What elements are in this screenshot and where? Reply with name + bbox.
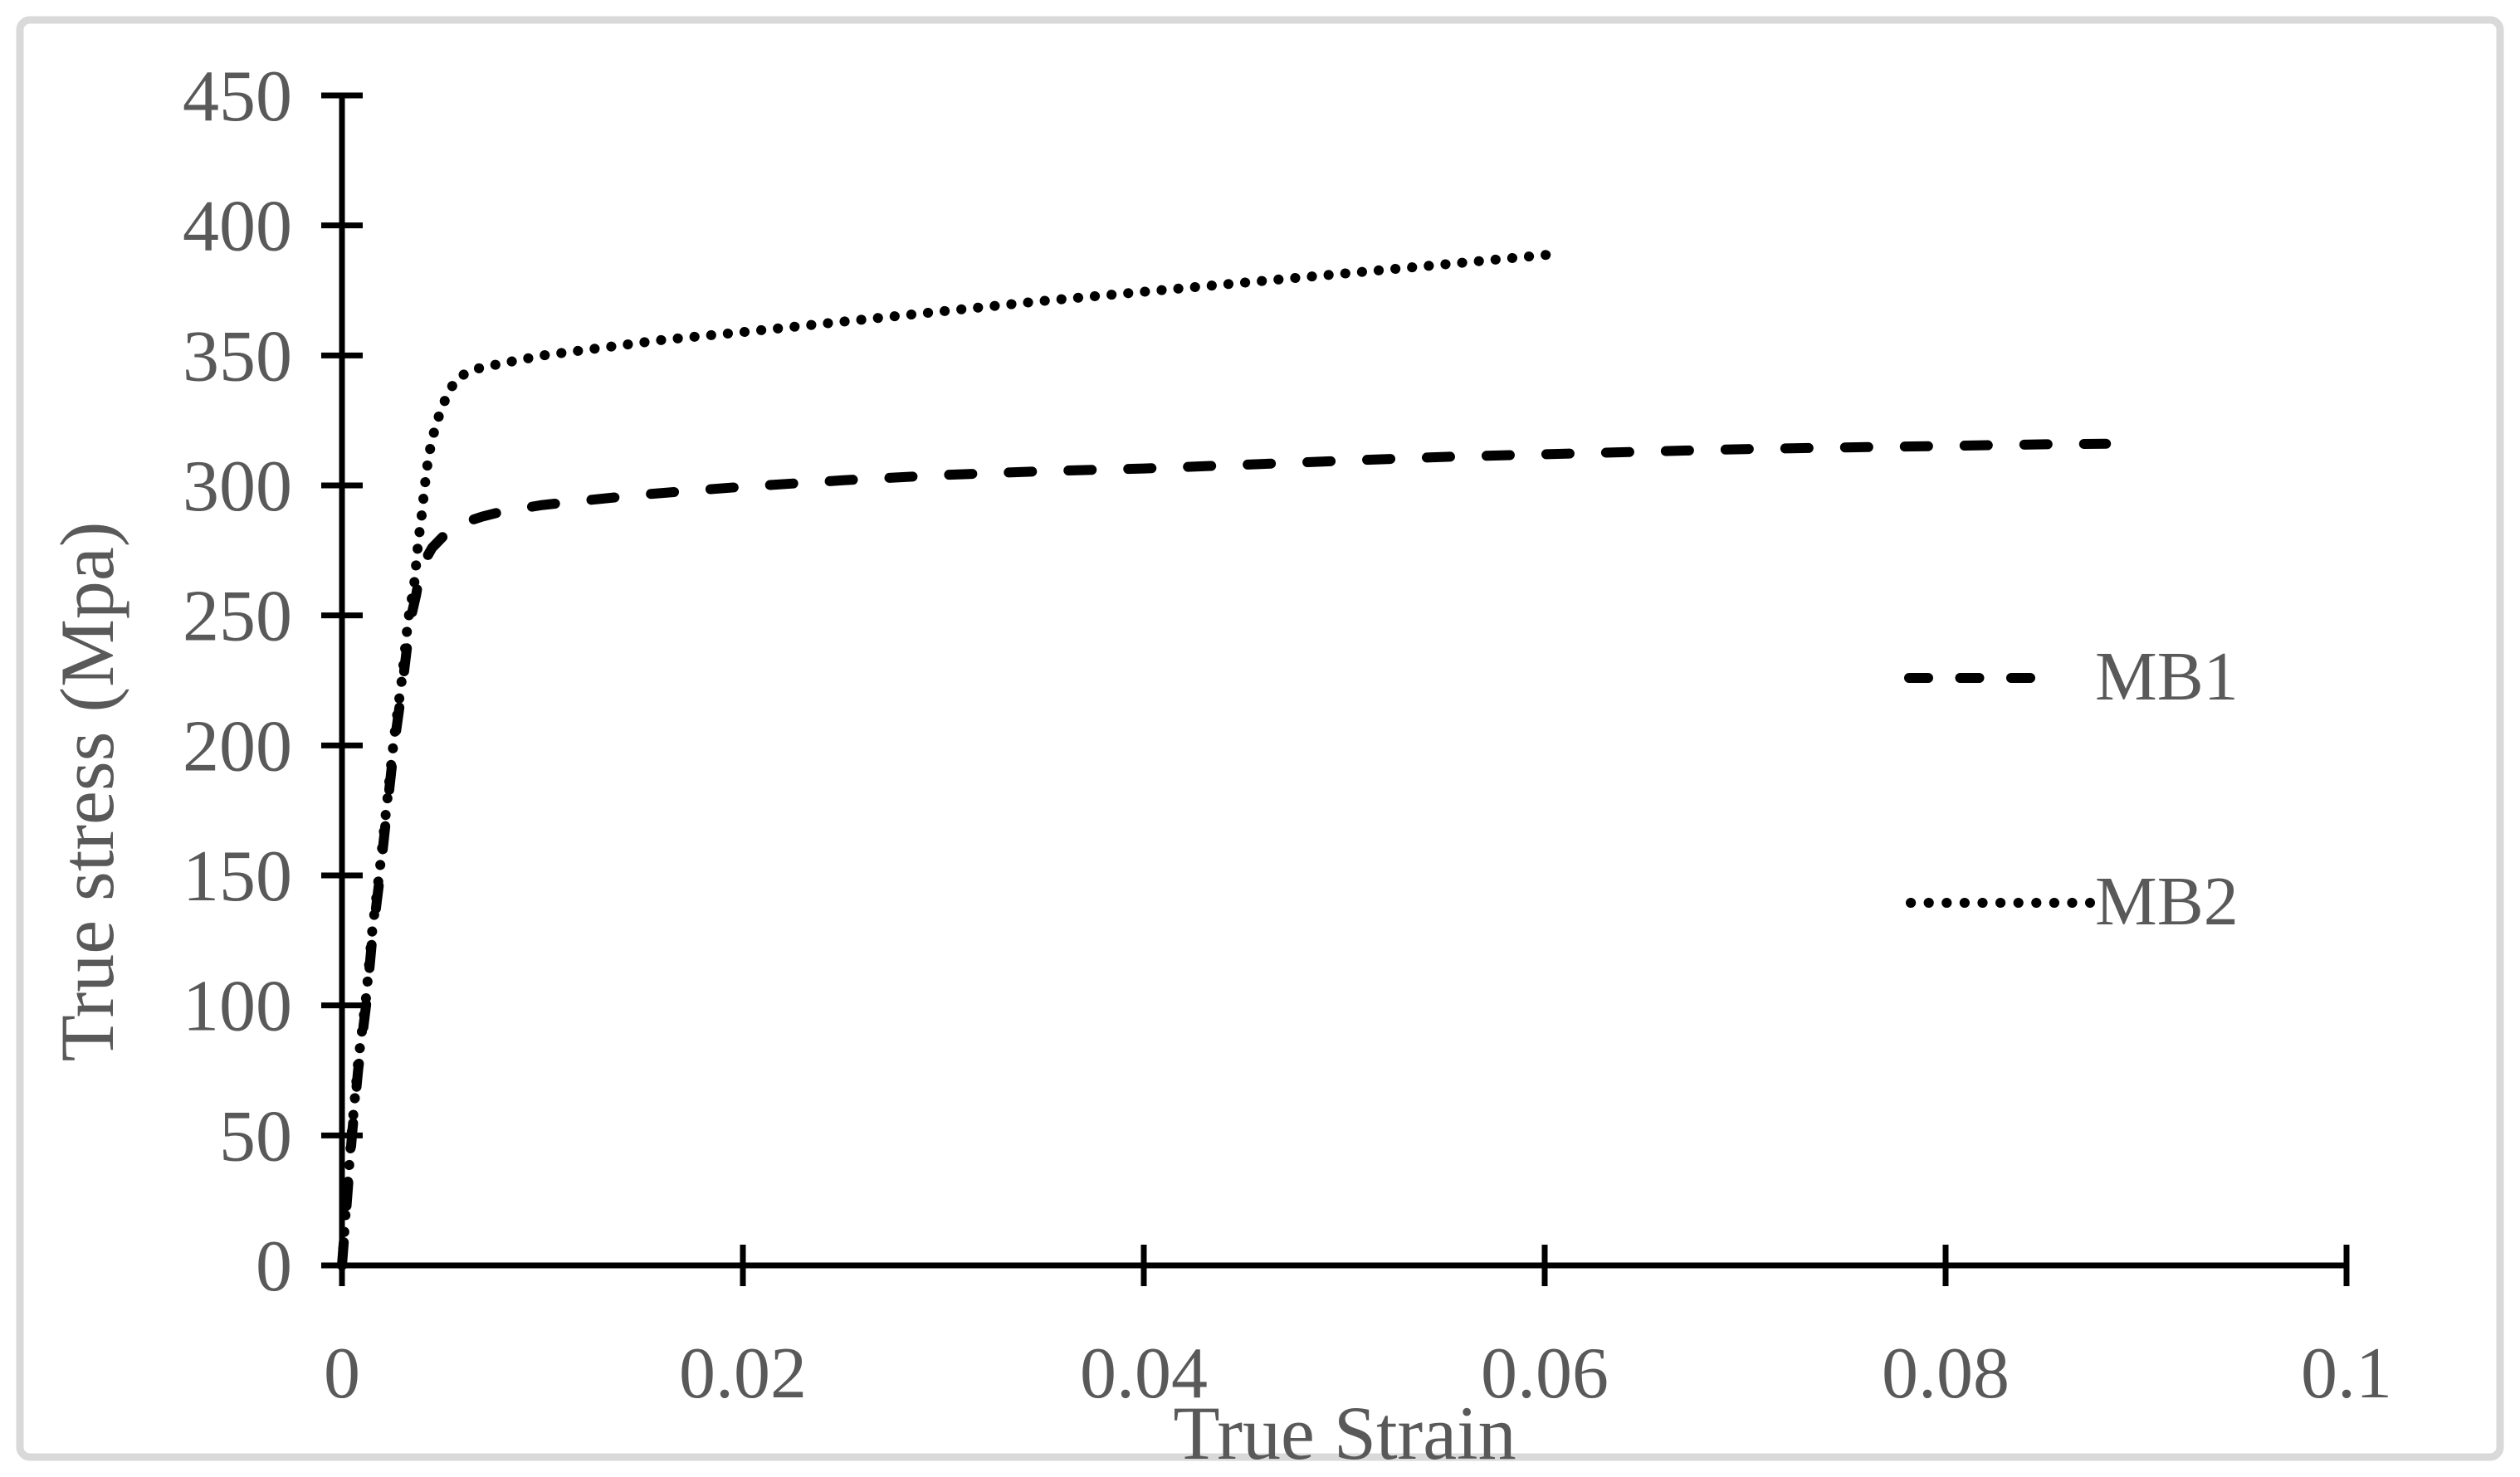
axes-layer: [321, 92, 2350, 1286]
x-tick-label: 0.02: [679, 1333, 807, 1414]
curve-mb2: [337, 249, 1560, 1270]
curve-mb1: [337, 438, 2112, 1270]
figure-border: [16, 16, 2504, 1461]
y-tick-label: 350: [183, 316, 292, 397]
y-tick-label: 50: [219, 1096, 292, 1177]
y-axis-title: True stress (Mpa): [45, 522, 129, 1062]
y-tick-label: 400: [183, 187, 292, 267]
x-tick-label: 0.1: [2301, 1333, 2392, 1414]
y-tick-label: 200: [183, 706, 292, 787]
legend-label-mb2: MB2: [2095, 863, 2239, 940]
y-tick-label: 100: [183, 967, 292, 1047]
y-tick-label: 0: [256, 1226, 292, 1307]
y-tick-label: 300: [183, 446, 292, 527]
x-tick-label: 0: [324, 1333, 360, 1414]
x-tick-label: 0.04: [1080, 1333, 1208, 1414]
y-tick-label: 450: [183, 56, 292, 137]
x-tick-label: 0.08: [1882, 1333, 2010, 1414]
x-axis-title: True Strain: [1173, 1391, 1516, 1475]
legend: MB1 MB2: [1904, 638, 2239, 940]
x-tick-label: 0.06: [1481, 1333, 1609, 1414]
y-tick-label: 150: [183, 836, 292, 917]
y-tick-label: 250: [183, 577, 292, 657]
curve-layer: [337, 249, 2112, 1270]
legend-label-mb1: MB1: [2095, 638, 2239, 715]
tick-label-layer: 0 0.02 0.04 0.06 0.08 0.1 0 50 100 150 200 250 300 35…: [183, 56, 2392, 1414]
